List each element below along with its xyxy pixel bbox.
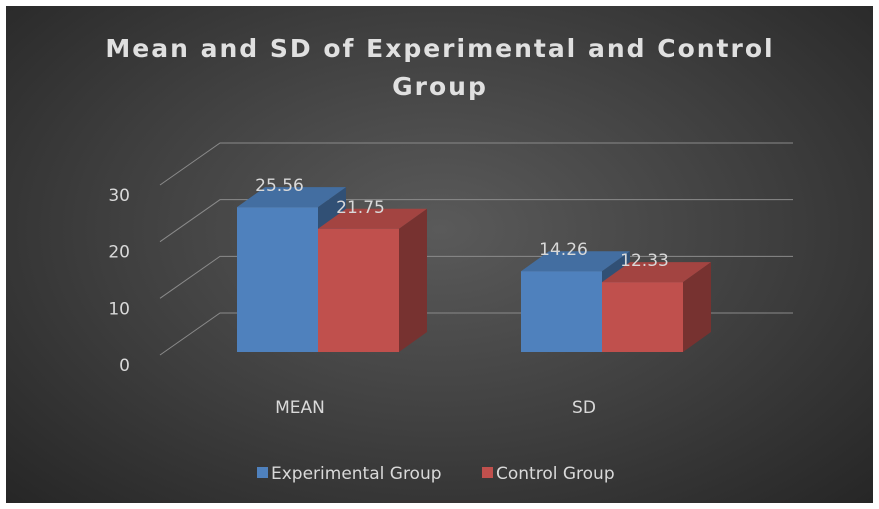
- legend-label: Experimental Group: [271, 464, 442, 484]
- y-tick-label: 10: [108, 299, 130, 319]
- bar-top: [318, 208, 427, 229]
- bar: [521, 271, 602, 352]
- chart-title: Mean and SD of Experimental and Control …: [105, 34, 775, 101]
- bar: [237, 207, 318, 352]
- data-label: 14.26: [539, 240, 588, 260]
- data-label: 25.56: [255, 176, 304, 196]
- bar-top: [602, 262, 711, 283]
- bar-top: [521, 251, 630, 272]
- bar-side: [683, 262, 711, 352]
- data-label: 21.75: [336, 198, 385, 218]
- bar: [602, 282, 683, 352]
- legend-swatch: [482, 467, 493, 478]
- legend-swatch: [257, 467, 268, 478]
- bar-side: [399, 208, 427, 352]
- y-tick-label: 0: [119, 356, 130, 376]
- x-tick-label: SD: [572, 398, 596, 418]
- bar: [318, 228, 399, 352]
- bar-top: [237, 187, 346, 208]
- x-tick-label: MEAN: [275, 398, 325, 418]
- legend-label: Control Group: [496, 464, 615, 484]
- grid-line: [159, 199, 793, 243]
- grid-line: [159, 142, 793, 186]
- data-label: 12.33: [620, 251, 669, 271]
- chart-area: Mean and SD of Experimental and Control …: [6, 6, 873, 503]
- y-tick-label: 20: [108, 243, 130, 263]
- y-tick-label: 30: [108, 186, 130, 206]
